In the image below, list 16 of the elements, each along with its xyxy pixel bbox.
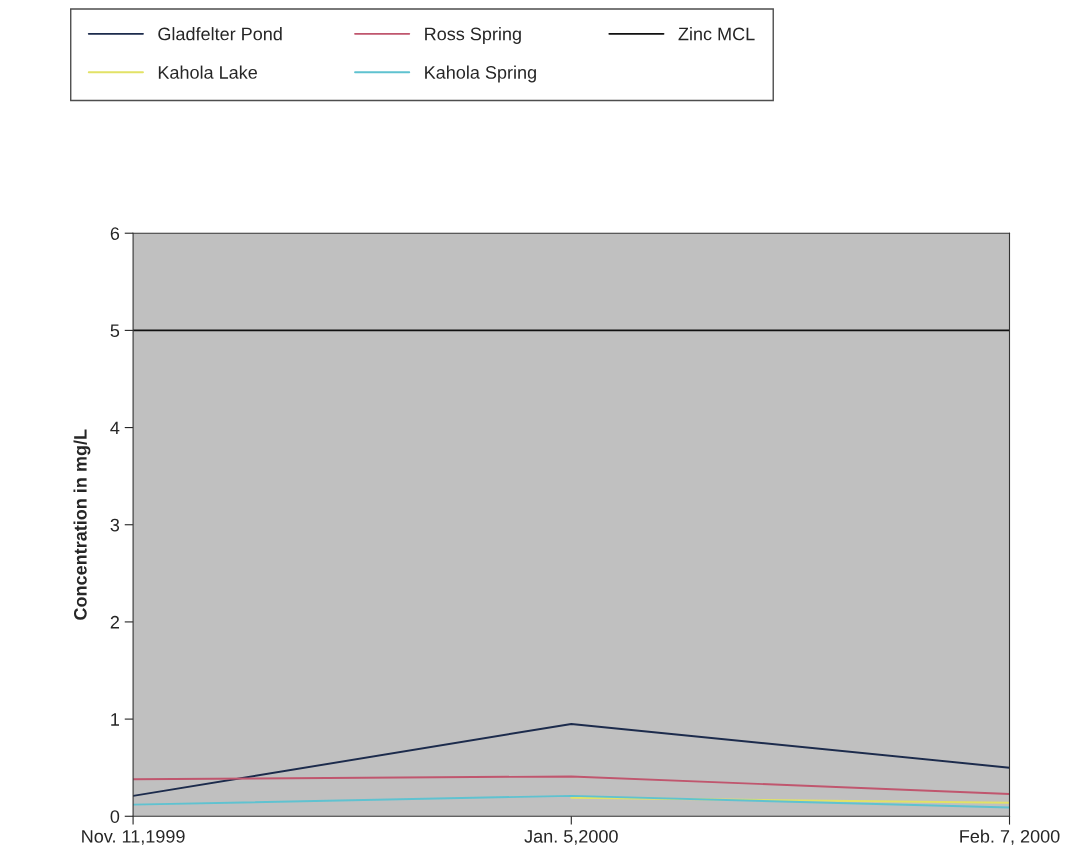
legend-label: Gladfelter Pond bbox=[158, 27, 282, 41]
x-tick-label: Feb. 7, 2000 bbox=[960, 829, 1060, 845]
y-tick-label: 1 bbox=[111, 713, 120, 726]
legend-label: Kahola Spring bbox=[425, 65, 536, 83]
y-tick-label: 0 bbox=[110, 810, 120, 823]
legend-label: Zinc MCL bbox=[678, 27, 755, 41]
y-tick-label: 3 bbox=[110, 518, 120, 532]
x-tick-label: Jan. 5,2000 bbox=[524, 829, 618, 845]
y-tick-label: 4 bbox=[110, 421, 120, 435]
x-tick-label: Nov. 11,1999 bbox=[82, 829, 185, 845]
legend-label: Ross Spring bbox=[425, 27, 521, 44]
y-axis-title: Concentration in mg/L bbox=[73, 429, 91, 620]
y-tick-label: 6 bbox=[110, 227, 120, 240]
y-tick-label: 5 bbox=[110, 324, 120, 338]
legend-label: Kahola Lake bbox=[158, 65, 257, 79]
y-tick-label: 2 bbox=[110, 615, 119, 629]
